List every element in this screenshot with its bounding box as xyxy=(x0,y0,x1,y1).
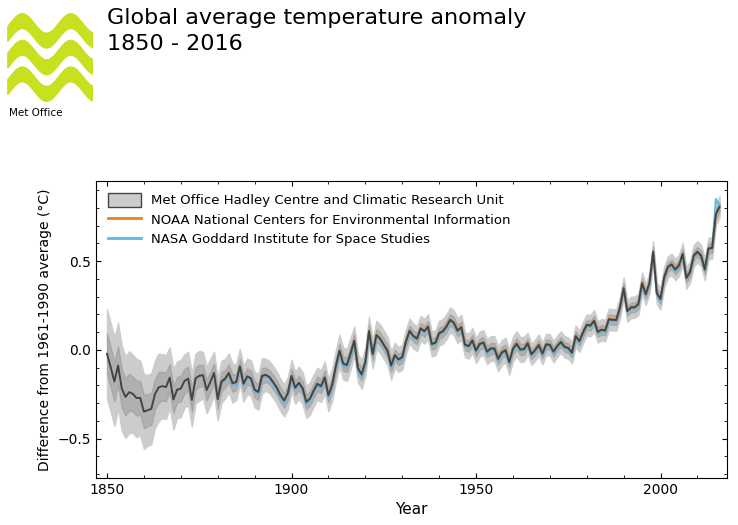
Y-axis label: Difference from 1961-1990 average (°C): Difference from 1961-1990 average (°C) xyxy=(38,188,52,471)
Legend: Met Office Hadley Centre and Climatic Research Unit, NOAA National Centers for E: Met Office Hadley Centre and Climatic Re… xyxy=(101,186,517,253)
Text: Global average temperature anomaly: Global average temperature anomaly xyxy=(107,8,526,28)
Text: 1850 - 2016: 1850 - 2016 xyxy=(107,34,243,54)
X-axis label: Year: Year xyxy=(395,502,428,517)
Text: Met Office: Met Office xyxy=(9,108,62,118)
